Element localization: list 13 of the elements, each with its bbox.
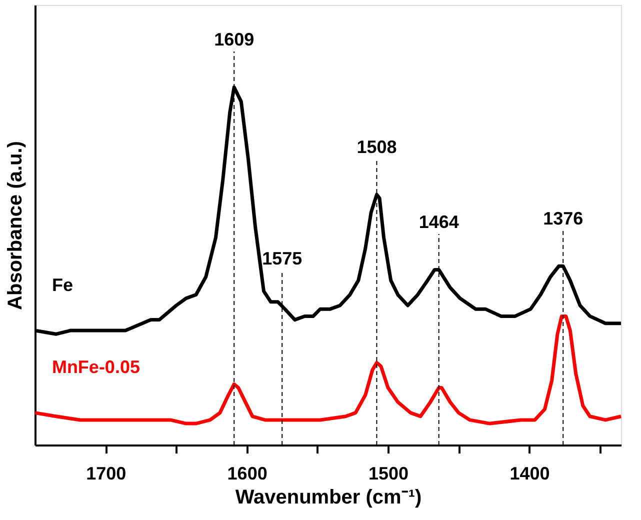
ref-line-label: 1575 bbox=[262, 248, 302, 268]
ref-line-label: 1508 bbox=[356, 136, 397, 157]
x-tick-label: 1500 bbox=[368, 464, 409, 484]
x-tick-label: 1700 bbox=[86, 464, 126, 484]
x-tick-label: 1600 bbox=[227, 464, 268, 484]
ref-line-label: 1376 bbox=[543, 208, 584, 228]
y-axis-title: Absorbance (a.u.) bbox=[4, 141, 26, 310]
ref-line-label: 1609 bbox=[214, 30, 254, 50]
text: MnFe-0.05 bbox=[52, 357, 140, 378]
series-label: Fe bbox=[52, 274, 73, 295]
x-axis-title: Wavenumber (cm⁻¹) bbox=[235, 486, 422, 508]
x-tick-label: 1400 bbox=[510, 464, 550, 484]
ref-line-label: 1464 bbox=[418, 212, 459, 232]
